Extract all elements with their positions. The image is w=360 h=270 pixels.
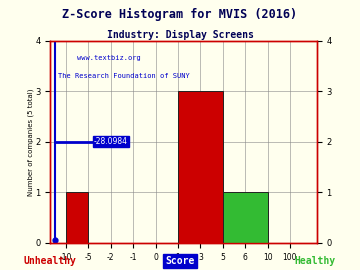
Bar: [223, 192, 267, 243]
Bar: [178, 91, 223, 243]
Text: Healthy: Healthy: [294, 256, 336, 266]
Text: Z-Score Histogram for MVIS (2016): Z-Score Histogram for MVIS (2016): [62, 8, 298, 21]
Text: Unhealthy: Unhealthy: [24, 256, 77, 266]
Bar: [66, 192, 89, 243]
Text: The Research Foundation of SUNY: The Research Foundation of SUNY: [58, 73, 190, 79]
Text: Industry: Display Screens: Industry: Display Screens: [107, 30, 253, 40]
Text: -28.0984: -28.0984: [94, 137, 128, 146]
Y-axis label: Number of companies (5 total): Number of companies (5 total): [27, 88, 34, 195]
Text: Score: Score: [165, 256, 195, 266]
Text: www.textbiz.org: www.textbiz.org: [77, 55, 141, 61]
